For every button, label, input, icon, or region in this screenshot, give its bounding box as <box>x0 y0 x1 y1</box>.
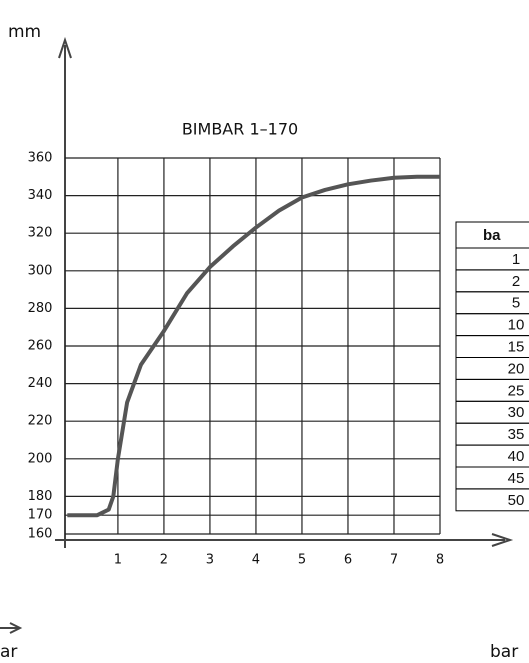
cropped-label: ar <box>0 642 17 662</box>
x-tick-label: 2 <box>160 553 168 568</box>
y-tick-label: 160 <box>28 527 53 542</box>
table-cell-text: 1 <box>512 251 520 268</box>
y-tick-label: 240 <box>28 376 53 391</box>
x-axis-label: bar <box>490 642 518 662</box>
table-cell-text: 50 <box>508 492 525 509</box>
table-cell-text: 30 <box>508 404 525 421</box>
x-tick-label: 4 <box>252 553 260 568</box>
y-tick-label: 360 <box>28 151 53 166</box>
y-axis-label: mm <box>8 22 41 42</box>
y-axis <box>58 36 72 548</box>
y-tick-label: 200 <box>28 451 53 466</box>
table-cell-text: 15 <box>508 339 525 356</box>
y-tick-label: 260 <box>28 339 53 354</box>
cropped-arrow <box>0 622 23 634</box>
curve <box>67 174 440 518</box>
x-tick-label: 5 <box>298 553 306 568</box>
table-cell-text: 40 <box>508 448 525 465</box>
chart-title: BIMBAR 1–170 <box>182 120 298 139</box>
x-tick-label: 7 <box>390 553 398 568</box>
table-cell-text: 2 <box>512 273 520 290</box>
y-tick-label: 170 <box>28 508 53 523</box>
y-tick-label: 280 <box>28 301 53 316</box>
y-tick-label: 320 <box>28 226 53 241</box>
y-tick-label: 180 <box>28 489 53 504</box>
table-cell-text: 45 <box>508 470 525 487</box>
table-cell-text: 20 <box>508 360 525 377</box>
x-tick-label: 3 <box>206 553 214 568</box>
y-tick-label: 340 <box>28 188 53 203</box>
x-tick-label: 8 <box>436 553 444 568</box>
x-tick-label: 1 <box>114 553 122 568</box>
table-cell <box>455 488 529 512</box>
table-header: ba <box>483 227 501 244</box>
x-tick-label: 6 <box>344 553 352 568</box>
table-cell-text: 35 <box>508 426 525 443</box>
x-axis <box>55 533 514 547</box>
table-cell-text: 5 <box>512 295 520 312</box>
y-tick-label: 300 <box>28 263 53 278</box>
y-tick-label: 220 <box>28 414 53 429</box>
table-cell-text: 10 <box>508 317 525 334</box>
table-cell-text: 25 <box>508 382 525 399</box>
